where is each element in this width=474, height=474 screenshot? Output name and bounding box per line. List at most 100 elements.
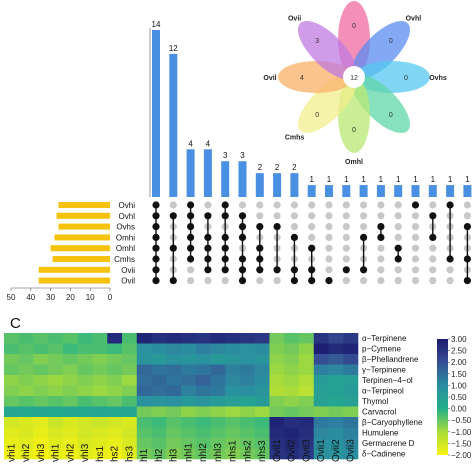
- heatmap-cell: [328, 343, 344, 355]
- matrix-dot-empty: [411, 244, 420, 252]
- matrix-dot-empty: [238, 201, 247, 209]
- heatmap-cell: [313, 396, 329, 407]
- heatmap-cell: [181, 364, 197, 376]
- heatmap-cell: [328, 354, 344, 365]
- set-label: Ovil: [121, 277, 135, 286]
- heatmap-cell: [225, 354, 241, 365]
- heatmap-cell: [136, 385, 152, 397]
- heatmap-cell: [210, 364, 226, 376]
- matrix-dot-filled: [411, 201, 420, 209]
- heatmap-cell: [166, 364, 182, 376]
- colorbar-tick-label: 1.00: [451, 381, 467, 390]
- matrix-dot-empty: [360, 223, 368, 231]
- heatmap-cell: [18, 396, 34, 407]
- heatmap-row-label: α−Terpinene: [362, 334, 407, 343]
- heatmap-column-label: nhs2: [242, 440, 253, 462]
- heatmap-cell: [77, 343, 93, 355]
- intersection-bar-label: 1: [431, 175, 436, 184]
- heatmap-cell: [136, 448, 152, 460]
- petal-set-label: Ovii: [288, 16, 301, 23]
- heatmap-cell: [166, 438, 182, 449]
- heatmap-cell: [77, 396, 93, 407]
- heatmap-cell: [107, 343, 123, 355]
- heatmap-cell: [4, 333, 20, 344]
- heatmap-cell: [92, 364, 108, 376]
- heatmap-row-label: p−Cymene: [362, 345, 401, 354]
- heatmap-cell: [343, 438, 359, 449]
- heatmap-cell: [313, 333, 329, 344]
- heatmap-cell: [77, 438, 93, 449]
- heatmap-cell: [48, 406, 64, 418]
- heatmap-cell: [299, 385, 315, 397]
- heatmap-cell: [92, 354, 108, 365]
- heatmap-cell: [151, 385, 167, 397]
- intersection-bar: [359, 185, 368, 197]
- heatmap-cell: [210, 343, 226, 355]
- heatmap-cell: [328, 438, 344, 449]
- matrix-dot-filled: [204, 212, 212, 220]
- heatmap-cell: [136, 396, 152, 407]
- intersection-bar: [307, 185, 316, 197]
- heatmap-cell: [107, 375, 123, 386]
- heatmap-cell: [210, 375, 226, 386]
- heatmap-cell: [166, 406, 182, 418]
- matrix-dot-empty: [325, 255, 333, 263]
- heatmap-cell: [343, 343, 359, 355]
- matrix-dot-empty: [377, 277, 385, 285]
- heatmap-cell: [269, 448, 285, 460]
- heatmap-cell: [313, 448, 329, 460]
- matrix-dot-empty: [308, 233, 316, 241]
- heatmap-cell: [33, 343, 49, 355]
- heatmap-cell: [299, 343, 315, 355]
- heatmap-cell: [240, 354, 256, 365]
- heatmap-cell: [254, 438, 270, 449]
- petal-value: 0: [404, 75, 408, 82]
- heatmap-cell: [166, 448, 182, 460]
- intersection-bar: [428, 185, 437, 197]
- intersection-bar-label: 2: [275, 163, 280, 172]
- heatmap-cell: [122, 427, 138, 439]
- matrix-dot-empty: [256, 201, 264, 209]
- heatmap-column-label: nhl3: [213, 443, 224, 462]
- heatmap-cell: [33, 333, 49, 344]
- heatmap-column-label: vhi1: [6, 443, 17, 462]
- heatmap-cell: [313, 354, 329, 365]
- set-size-tick-label: 40: [26, 293, 35, 302]
- heatmap-cell: [284, 427, 300, 439]
- heatmap-cell: [210, 406, 226, 418]
- intersection-bar-label: 1: [309, 175, 314, 184]
- heatmap-column-label: Ovil1: [272, 439, 283, 462]
- set-size-tick-label: 20: [66, 293, 75, 302]
- heatmap-cell: [269, 364, 285, 376]
- heatmap-cell: [240, 385, 256, 397]
- set-size-bar: [56, 212, 110, 219]
- heatmap-column-label: nhl1: [183, 443, 194, 462]
- intersection-bar: [446, 185, 455, 197]
- heatmap-cell: [4, 438, 20, 449]
- heatmap-row-label: γ−Terpinene: [362, 366, 406, 375]
- heatmap-column-label: Ovii3: [346, 439, 357, 462]
- petal-value: 4: [300, 75, 304, 82]
- intersection-bar: [394, 185, 403, 197]
- matrix-dot-empty: [342, 212, 350, 220]
- intersection-bar-label: 12: [169, 44, 178, 53]
- heatmap-cell: [48, 385, 64, 397]
- heatmap-cell: [254, 448, 270, 460]
- matrix-dot-empty: [394, 223, 402, 231]
- flower-petal: [297, 20, 357, 80]
- heatmap-cell: [299, 396, 315, 407]
- intersection-bar-label: 1: [396, 175, 401, 184]
- heatmap-cell: [343, 427, 359, 439]
- heatmap-cell: [166, 375, 182, 386]
- colorbar-tick-label: 2.00: [451, 358, 467, 367]
- set-size-bar: [58, 202, 110, 208]
- intersection-bar: [221, 161, 230, 197]
- heatmap-column-label: nhs1: [228, 440, 239, 462]
- heatmap-cell: [343, 396, 359, 407]
- matrix-dot-empty: [325, 233, 333, 241]
- matrix-dot-empty: [308, 223, 316, 231]
- matrix-dot-empty: [187, 277, 195, 285]
- heatmap-cell: [195, 385, 211, 397]
- matrix-dot-empty: [342, 255, 350, 263]
- heatmap-cell: [18, 427, 34, 439]
